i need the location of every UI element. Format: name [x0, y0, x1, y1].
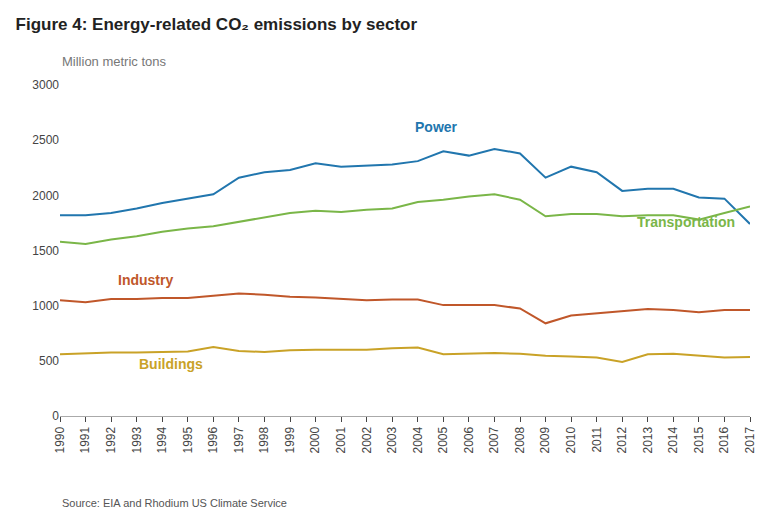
svg-text:2015: 2015 — [692, 426, 706, 453]
svg-text:1998: 1998 — [257, 426, 271, 453]
svg-text:2011: 2011 — [590, 426, 604, 452]
svg-text:2009: 2009 — [538, 426, 552, 453]
svg-text:2010: 2010 — [564, 426, 578, 453]
svg-text:2002: 2002 — [360, 426, 374, 453]
svg-text:2013: 2013 — [641, 426, 655, 453]
svg-text:2500: 2500 — [32, 133, 59, 147]
svg-text:1500: 1500 — [32, 244, 59, 258]
svg-text:Figure 4: Energy-related CO₂ e: Figure 4: Energy-related CO₂ emissions b… — [16, 15, 418, 34]
svg-text:2001: 2001 — [334, 426, 348, 453]
svg-text:2006: 2006 — [462, 426, 476, 453]
svg-text:1999: 1999 — [283, 426, 297, 453]
svg-text:2012: 2012 — [615, 426, 629, 453]
svg-text:2014: 2014 — [666, 426, 680, 453]
svg-text:Power: Power — [415, 119, 458, 135]
svg-text:2005: 2005 — [436, 426, 450, 453]
svg-text:2004: 2004 — [411, 426, 425, 453]
svg-text:Million metric tons: Million metric tons — [62, 54, 167, 69]
svg-text:3000: 3000 — [32, 78, 59, 92]
svg-text:Source: EIA and Rhodium US Cli: Source: EIA and Rhodium US Climate Servi… — [62, 497, 287, 509]
svg-text:Buildings: Buildings — [139, 356, 203, 372]
svg-text:0: 0 — [52, 409, 59, 423]
svg-text:2016: 2016 — [717, 426, 731, 453]
svg-text:1000: 1000 — [32, 299, 59, 313]
svg-text:500: 500 — [39, 354, 59, 368]
svg-text:Industry: Industry — [118, 272, 173, 288]
svg-text:2017: 2017 — [743, 426, 757, 453]
svg-text:1995: 1995 — [181, 426, 195, 453]
svg-text:1993: 1993 — [130, 426, 144, 453]
svg-text:2007: 2007 — [487, 426, 501, 453]
svg-text:1994: 1994 — [155, 426, 169, 453]
svg-text:2003: 2003 — [385, 426, 399, 453]
svg-text:2008: 2008 — [513, 426, 527, 453]
svg-text:2000: 2000 — [308, 426, 322, 453]
svg-text:1996: 1996 — [206, 426, 220, 453]
svg-text:1990: 1990 — [53, 426, 67, 453]
svg-text:1991: 1991 — [78, 426, 92, 453]
svg-text:Transportation: Transportation — [637, 214, 735, 230]
svg-text:1992: 1992 — [104, 426, 118, 453]
svg-text:1997: 1997 — [232, 426, 246, 453]
svg-text:2000: 2000 — [32, 189, 59, 203]
